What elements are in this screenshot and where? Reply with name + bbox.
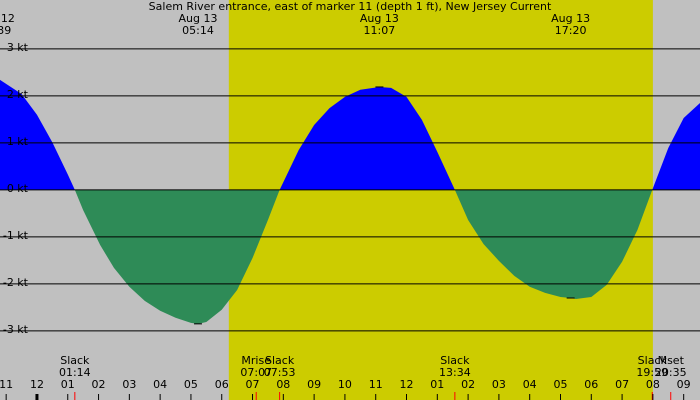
- peak-time: 22:39: [0, 24, 11, 37]
- x-tick-label: 05: [184, 378, 198, 391]
- x-tick-label: 03: [492, 378, 506, 391]
- x-tick-label: 06: [584, 378, 598, 391]
- event-label: Slack: [638, 354, 668, 367]
- event-label: Slack: [60, 354, 90, 367]
- peak-date: Aug 13: [360, 12, 399, 25]
- event-time: 07:07: [240, 366, 272, 379]
- event-time: 07:53: [264, 366, 296, 379]
- x-tick-label: 12: [30, 378, 44, 391]
- y-tick-label: -3 kt: [3, 323, 29, 336]
- x-tick-label: 01: [61, 378, 75, 391]
- x-tick-label: 05: [553, 378, 567, 391]
- x-tick-label: 11: [369, 378, 383, 391]
- x-tick-label: 04: [153, 378, 167, 391]
- x-tick-label: 04: [523, 378, 537, 391]
- x-tick-label: 11: [0, 378, 13, 391]
- chart-title: Salem River entrance, east of marker 11 …: [149, 0, 552, 13]
- y-tick-label: -2 kt: [3, 276, 29, 289]
- event-label: Slack: [440, 354, 470, 367]
- y-tick-label: -1 kt: [3, 229, 29, 242]
- peak-time: 11:07: [364, 24, 396, 37]
- y-tick-label: 2 kt: [7, 88, 29, 101]
- y-tick-label: 0 kt: [7, 182, 29, 195]
- x-tick-label: 02: [461, 378, 475, 391]
- x-tick-label: 03: [122, 378, 136, 391]
- x-tick-label: 01: [430, 378, 444, 391]
- y-tick-label: 1 kt: [7, 135, 29, 148]
- event-time: 13:34: [439, 366, 471, 379]
- event-label: Slack: [265, 354, 295, 367]
- event-label: Mset: [658, 354, 685, 367]
- flood-area: [0, 79, 700, 190]
- x-tick-label: 02: [92, 378, 106, 391]
- x-tick-label: 12: [400, 378, 414, 391]
- event-time: 01:14: [59, 366, 91, 379]
- x-tick-label: 09: [307, 378, 321, 391]
- x-tick-label: 06: [215, 378, 229, 391]
- peak-date: Aug 12: [0, 12, 15, 25]
- x-tick-label: 08: [646, 378, 660, 391]
- peak-time: 05:14: [182, 24, 214, 37]
- x-tick-label: 09: [677, 378, 691, 391]
- x-tick-label: 07: [246, 378, 260, 391]
- event-time: 19:59: [636, 366, 668, 379]
- x-tick-label: 08: [276, 378, 290, 391]
- x-tick-label: 10: [338, 378, 352, 391]
- y-tick-label: 3 kt: [7, 41, 29, 54]
- event-label: Mrise: [241, 354, 271, 367]
- peak-date: Aug 13: [179, 12, 218, 25]
- peak-date: Aug 13: [551, 12, 590, 25]
- peak-time: 17:20: [555, 24, 587, 37]
- event-time: 20:35: [655, 366, 687, 379]
- ebb-area: [74, 189, 653, 324]
- x-tick-label: 07: [615, 378, 629, 391]
